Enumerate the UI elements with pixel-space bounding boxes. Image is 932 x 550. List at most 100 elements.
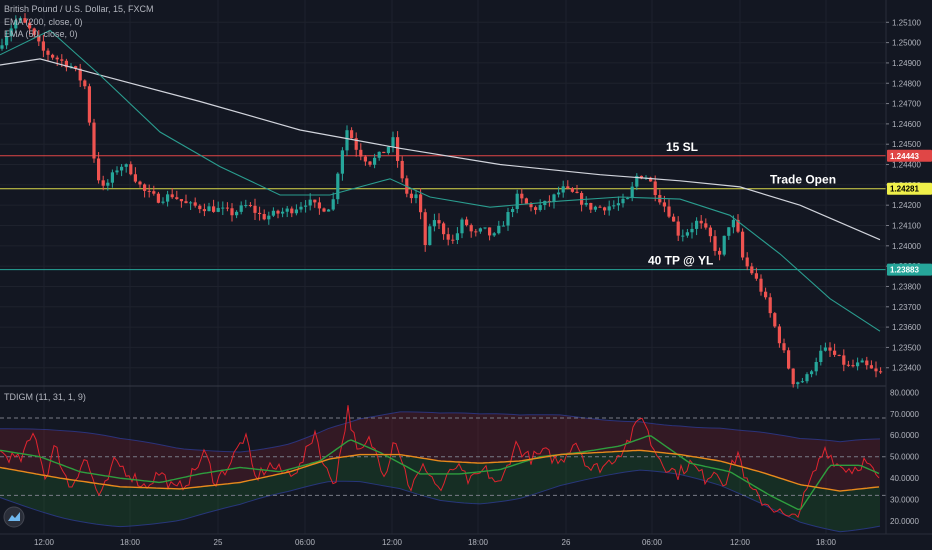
price-tick-label: 1.24100 (892, 221, 921, 230)
candle-body (538, 205, 542, 210)
time-tick-label: 06:00 (295, 538, 316, 547)
candle-body (377, 151, 381, 158)
price-tick-label: 1.24900 (892, 59, 921, 68)
price-badge-label: 1.24443 (890, 152, 919, 161)
candle-body (524, 198, 528, 204)
indicator-tick-label: 70.0000 (890, 410, 919, 419)
candle-body (547, 200, 551, 203)
candle-body (221, 207, 225, 209)
mbl-line (0, 449, 880, 492)
candle-body (814, 361, 818, 372)
candle-body (244, 205, 248, 207)
candle-body (497, 225, 501, 234)
indicator-tick-label: 80.0000 (890, 388, 919, 397)
candle-body (534, 207, 538, 210)
candle-body (607, 206, 611, 211)
candle-body (575, 191, 579, 193)
candle-body (32, 28, 36, 35)
candle-body (699, 220, 703, 224)
candle-body (621, 198, 625, 204)
candle-body (777, 326, 781, 344)
price-tick-label: 1.23500 (892, 343, 921, 352)
ema200-legend: EMA (200, close, 0) (4, 17, 83, 27)
price-badge-label: 1.24281 (890, 185, 919, 194)
candle-body (299, 206, 303, 210)
candle-body (304, 205, 308, 207)
candle-body (322, 208, 326, 212)
price-tick-label: 1.24400 (892, 161, 921, 170)
annotations: 15 SL Trade Open 40 TP @ YL (648, 140, 836, 268)
candle-body (442, 223, 446, 235)
candle-body (520, 193, 524, 199)
candle-body (386, 146, 390, 154)
candle-body (14, 20, 18, 29)
candle-body (787, 350, 791, 369)
candle-body (106, 182, 110, 186)
candle-body (152, 191, 156, 194)
candle-body (313, 199, 317, 203)
signal-line (0, 435, 880, 511)
candle-body (179, 199, 183, 202)
candle-body (281, 211, 285, 214)
candle-body (616, 203, 620, 206)
candle-body (28, 22, 32, 29)
candle-body (170, 194, 174, 198)
candle-body (92, 122, 96, 159)
price-tick-label: 1.24600 (892, 120, 921, 129)
candle-body (143, 184, 147, 191)
price-tick-label: 1.24500 (892, 140, 921, 149)
candle-body (101, 180, 105, 186)
candle-body (754, 273, 758, 279)
candle-body (363, 156, 367, 162)
indicator-legend: TDIGM (11, 31, 1, 9) (4, 392, 86, 402)
candle-body (271, 210, 275, 216)
candle-body (193, 202, 197, 206)
candle-body (630, 186, 634, 199)
candle-body (0, 45, 4, 49)
indicator-lines (0, 405, 880, 519)
candle-body (626, 198, 630, 200)
candle-body (469, 225, 473, 232)
candle-body (400, 160, 404, 179)
candles[interactable] (0, 13, 883, 389)
indicator-tick-label: 20.0000 (890, 517, 919, 526)
ema50-line (0, 29, 881, 332)
candle-body (681, 235, 685, 237)
price-tick-label: 1.24700 (892, 100, 921, 109)
candle-body (805, 374, 809, 382)
candle-body (561, 186, 565, 193)
candle-body (423, 212, 427, 246)
candle-body (327, 209, 331, 212)
indicator-tick-label: 60.0000 (890, 431, 919, 440)
candle-body (129, 164, 133, 175)
candle-body (207, 206, 211, 212)
candle-body (166, 194, 170, 202)
candle-body (133, 174, 137, 182)
candle-body (74, 66, 78, 69)
candle-body (552, 194, 556, 203)
candle-body (727, 227, 731, 236)
candle-body (285, 208, 289, 212)
candle-body (147, 190, 151, 192)
lower-band-fill (0, 450, 880, 532)
candle-body (501, 225, 505, 227)
indicator-tick-label: 30.0000 (890, 496, 919, 505)
candle-body (202, 209, 206, 212)
logo-icon (8, 512, 20, 521)
candle-body (248, 205, 252, 207)
price-tick-label: 1.25000 (892, 39, 921, 48)
candle-body (741, 231, 745, 258)
candle-body (414, 194, 418, 199)
candle-body (750, 266, 754, 274)
tradingview-logo[interactable] (3, 506, 25, 528)
candle-body (557, 192, 561, 195)
candle-body (851, 365, 855, 367)
candle-body (731, 219, 735, 228)
candle-body (722, 235, 726, 255)
price-badge (887, 182, 932, 195)
candle-body (235, 211, 239, 216)
candle-body (764, 291, 768, 298)
candle-body (639, 175, 643, 179)
time-axis-bg (0, 534, 932, 550)
